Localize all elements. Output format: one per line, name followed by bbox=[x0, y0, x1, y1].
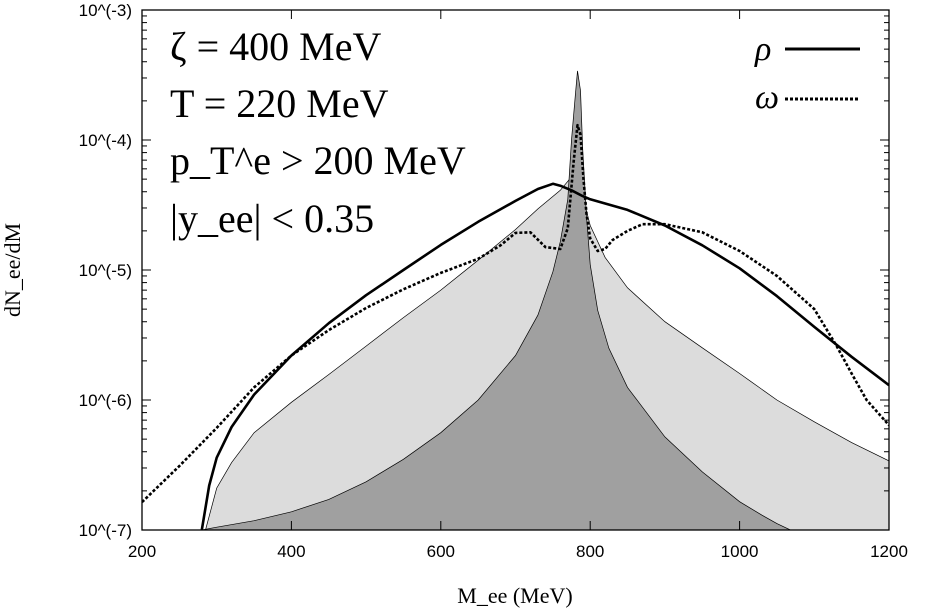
annotation-rapidity: |y_ee| < 0.35 bbox=[170, 196, 374, 241]
y-axis-label: dN_ee/dM bbox=[0, 223, 25, 317]
legend-label-rho: ρ bbox=[754, 31, 771, 68]
x-tick-label: 800 bbox=[576, 542, 604, 561]
series-line-rho bbox=[200, 182, 889, 530]
x-tick-label: 200 bbox=[128, 542, 156, 561]
x-axis-label: M_ee (MeV) bbox=[457, 583, 572, 608]
axis-ticks: 200 400 600 800 1000 1200 10^(-7) 10^(-6) 10^(-5… bbox=[79, 1, 908, 561]
annotation-temperature: T = 220 MeV bbox=[170, 81, 389, 126]
series-line-omega bbox=[142, 123, 889, 504]
x-tick-label: 400 bbox=[277, 542, 305, 561]
annotation-pt-cut: p_T^e > 200 MeV bbox=[170, 138, 466, 183]
x-tick-label: 600 bbox=[427, 542, 455, 561]
legend-label-omega: ω bbox=[755, 79, 779, 116]
y-tick-label: 10^(-5) bbox=[79, 261, 132, 280]
y-tick-label: 10^(-3) bbox=[79, 1, 132, 20]
x-tick-label: 1200 bbox=[870, 542, 908, 561]
y-tick-label: 10^(-6) bbox=[79, 391, 132, 410]
dark-gray-region bbox=[201, 70, 791, 530]
data-lines bbox=[142, 123, 889, 530]
annotation-zeta: ζ = 400 MeV bbox=[170, 24, 381, 69]
y-tick-label: 10^(-4) bbox=[79, 131, 132, 150]
x-tick-label: 1000 bbox=[721, 542, 759, 561]
y-tick-label: 10^(-7) bbox=[79, 521, 132, 540]
